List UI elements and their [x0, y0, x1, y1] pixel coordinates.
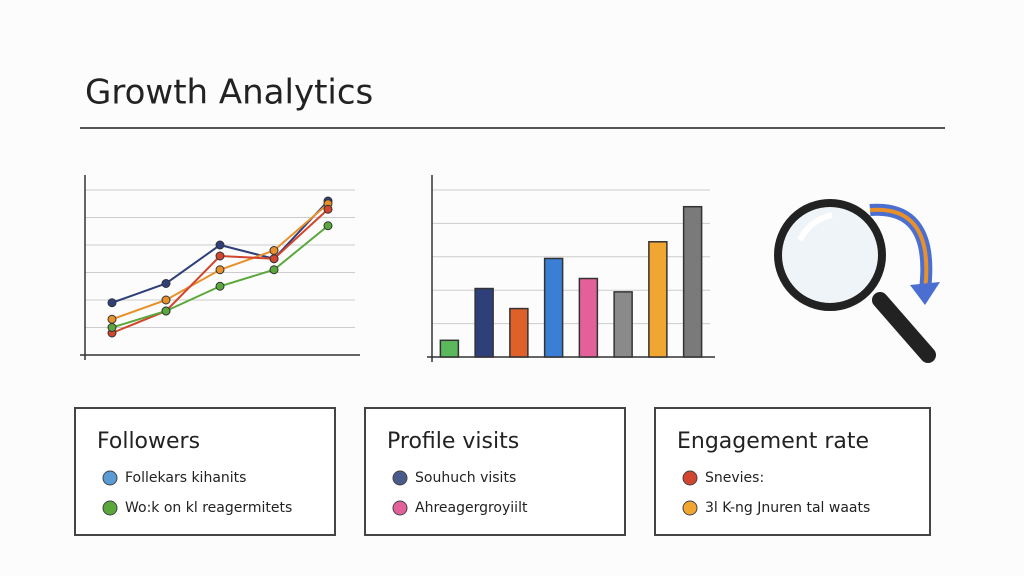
- bar: [682, 205, 703, 358]
- point: [107, 314, 117, 324]
- bar: [543, 257, 564, 358]
- bar: [613, 291, 633, 358]
- bar: [648, 241, 668, 358]
- arrow-head: [910, 282, 940, 305]
- bar: [578, 277, 599, 358]
- point: [269, 246, 279, 255]
- item-dot: [392, 500, 408, 516]
- bar: [439, 339, 460, 358]
- point: [107, 323, 117, 332]
- bar: [509, 307, 529, 358]
- magnifier-icon: [774, 199, 940, 363]
- point: [215, 265, 225, 275]
- card-title: Engagement rate: [677, 429, 869, 454]
- point: [161, 295, 171, 305]
- glare: [797, 212, 833, 242]
- item-text: 3l K-ng Jnuren tal waats: [705, 500, 870, 516]
- item-dot: [102, 470, 118, 486]
- point: [161, 279, 171, 288]
- handle: [872, 292, 936, 363]
- arrow-arc-inner: [869, 207, 929, 291]
- card-title: Followers: [97, 429, 200, 454]
- page-title: Growth Analytics: [85, 73, 373, 113]
- cards: Followers Follekars kihanits Wo:k on kl re…: [74, 407, 931, 536]
- item-text: Souhuch visits: [415, 470, 516, 486]
- item-dot: [102, 500, 118, 516]
- point: [107, 298, 117, 308]
- item-dot: [682, 470, 698, 486]
- point: [215, 251, 225, 261]
- charts: [80, 175, 715, 362]
- card: [654, 407, 931, 536]
- bar: [474, 287, 494, 358]
- item-text: Snevies:: [705, 470, 764, 486]
- card: [74, 407, 336, 536]
- item-text: Ahreagergroyiilt: [415, 500, 528, 516]
- point: [215, 240, 225, 250]
- point: [323, 204, 333, 214]
- point: [215, 281, 225, 291]
- point: [161, 306, 171, 316]
- point: [269, 265, 279, 275]
- item-text: Wo:k on kl reagermitets: [125, 500, 292, 516]
- card: [364, 407, 626, 536]
- card-title: Profile visits: [387, 429, 519, 454]
- item-text: Follekars kihanits: [125, 470, 246, 486]
- point: [323, 221, 333, 231]
- item-dot: [682, 500, 698, 516]
- item-dot: [392, 470, 408, 486]
- point: [269, 254, 279, 264]
